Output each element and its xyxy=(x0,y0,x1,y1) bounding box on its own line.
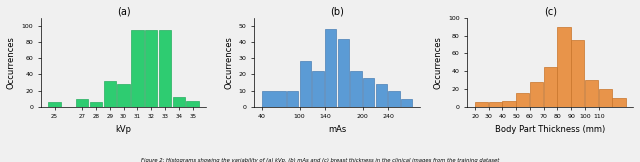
X-axis label: Body Part Thickness (mm): Body Part Thickness (mm) xyxy=(495,125,605,134)
Bar xyxy=(337,39,349,107)
Bar xyxy=(117,84,130,107)
Bar xyxy=(388,91,399,107)
Bar xyxy=(572,40,584,107)
Bar xyxy=(557,27,570,107)
Bar xyxy=(145,30,157,107)
Bar xyxy=(516,93,529,107)
Bar xyxy=(312,71,324,107)
X-axis label: kVp: kVp xyxy=(116,125,132,134)
Bar xyxy=(612,98,625,107)
Bar xyxy=(363,78,374,107)
Title: (b): (b) xyxy=(330,7,344,17)
Title: (c): (c) xyxy=(544,7,557,17)
Bar xyxy=(48,102,61,107)
Bar xyxy=(90,102,102,107)
Bar xyxy=(544,67,557,107)
Bar xyxy=(186,101,199,107)
X-axis label: mAs: mAs xyxy=(328,125,346,134)
Bar xyxy=(159,30,172,107)
Bar xyxy=(262,91,285,107)
Y-axis label: Occurrences: Occurrences xyxy=(7,36,16,89)
Bar xyxy=(598,89,612,107)
Bar xyxy=(173,97,185,107)
Text: Figure 2: Histograms showing the variability of (a) kVp, (b) mAs and (c) breast : Figure 2: Histograms showing the variabi… xyxy=(141,158,499,162)
Bar xyxy=(401,99,412,107)
Y-axis label: Occurrences: Occurrences xyxy=(224,36,233,89)
Title: (a): (a) xyxy=(116,7,131,17)
Bar xyxy=(76,99,88,107)
Bar xyxy=(300,61,311,107)
Bar xyxy=(376,84,387,107)
Bar xyxy=(489,102,502,107)
Bar xyxy=(585,80,598,107)
Bar xyxy=(350,71,362,107)
Y-axis label: Occurrences: Occurrences xyxy=(434,36,443,89)
Bar xyxy=(104,81,116,107)
Bar xyxy=(502,101,516,107)
Bar xyxy=(131,30,143,107)
Bar xyxy=(530,82,543,107)
Bar xyxy=(475,102,488,107)
Bar xyxy=(325,29,336,107)
Bar xyxy=(287,91,298,107)
